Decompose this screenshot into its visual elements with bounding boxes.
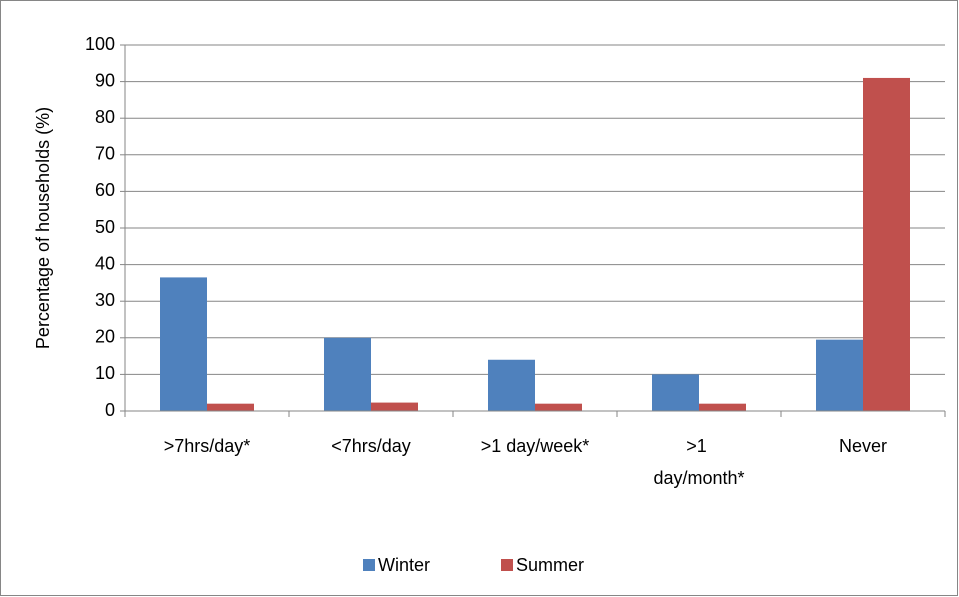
y-tick-label: 70: [95, 144, 115, 164]
bar: [863, 77, 910, 411]
x-tick-label: >7hrs/day*: [164, 436, 251, 456]
x-tick-label: Never: [839, 436, 887, 456]
x-tick-label: >1 day/month*: [653, 436, 744, 488]
y-tick-label: 90: [95, 70, 115, 90]
bar: [816, 339, 863, 411]
legend-swatch: [363, 559, 375, 571]
bar: [160, 277, 207, 411]
y-tick-label: 60: [95, 180, 115, 200]
y-tick-label: 20: [95, 327, 115, 347]
bar: [324, 337, 371, 411]
y-tick-label: 10: [95, 363, 115, 383]
bar: [207, 403, 254, 411]
y-tick-label: 0: [105, 400, 115, 420]
x-tick-label-line: >1: [686, 436, 712, 456]
y-tick-label: 80: [95, 107, 115, 127]
bar: [371, 402, 418, 411]
y-tick-label: 40: [95, 253, 115, 273]
y-tick-label: 50: [95, 217, 115, 237]
bar: [535, 403, 582, 411]
y-tick-label: 30: [95, 290, 115, 310]
legend-swatch: [501, 559, 513, 571]
legend-label: Winter: [378, 555, 430, 575]
bar: [488, 359, 535, 411]
x-tick-label-line: day/month*: [653, 468, 744, 488]
x-tick-label: <7hrs/day: [331, 436, 411, 456]
y-axis-label: Percentage of households (%): [33, 107, 53, 349]
y-tick-label: 100: [85, 34, 115, 54]
legend-label: Summer: [516, 555, 584, 575]
x-tick-label: >1 day/week*: [481, 436, 590, 456]
bar: [699, 403, 746, 411]
bar: [652, 374, 699, 411]
